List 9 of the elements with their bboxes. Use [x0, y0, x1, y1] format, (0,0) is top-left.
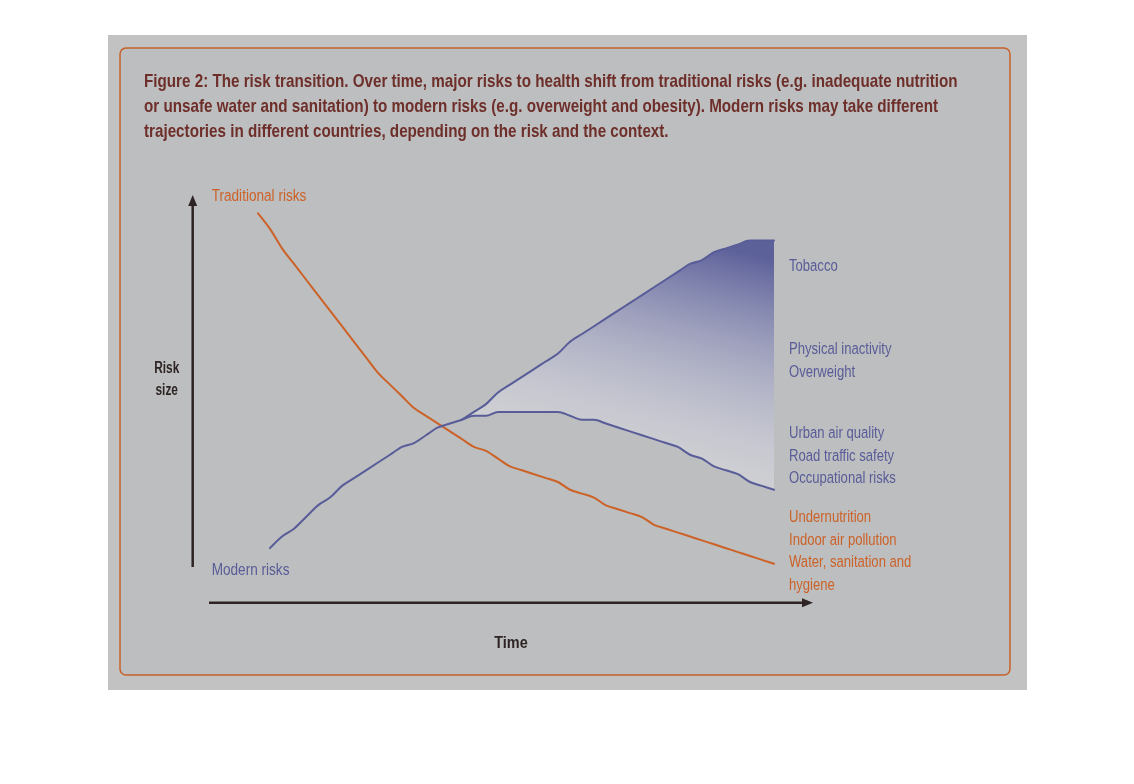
- series-label: Modern risks: [211, 559, 290, 579]
- series-label: Traditional risks: [211, 185, 307, 205]
- text: Tobacco: [789, 254, 838, 274]
- x-axis-title: Time: [494, 632, 528, 652]
- text: Undernutrition Indoor air pollution Water, sanitation and hygiene: [789, 506, 912, 593]
- text: Urban air quality Road traffic safety Occupational risks: [789, 422, 897, 487]
- text: Physical inactivity Overweight: [789, 338, 892, 381]
- y-axis-title: Risk size: [154, 358, 180, 399]
- chart-title: Figure 2: The risk transition. Over time, major risks to health shift from traditional risks (e.g. inadequate nutrition or unsafe water and sanitation) to modern risks (e.g. overweight and obesity). Modern risks may take different trajectories in different countries, depending on the risk and the context.: [144, 70, 958, 142]
